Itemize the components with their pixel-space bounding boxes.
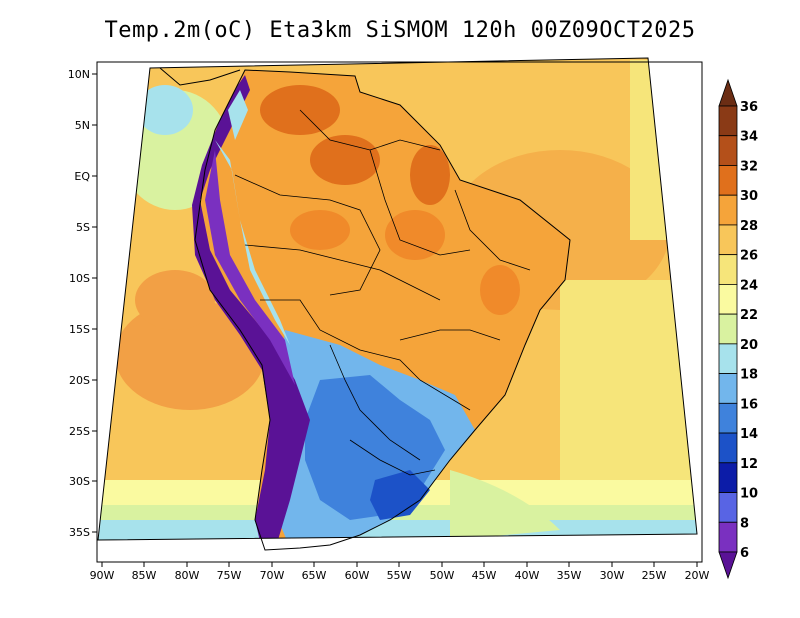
lon-label: 70W: [260, 569, 285, 582]
map-frame: [97, 57, 698, 541]
lon-label: 30W: [600, 569, 625, 582]
colorbar-label: 22: [740, 308, 758, 323]
colorbar-swatch: [718, 224, 738, 256]
lat-label: 15S: [69, 323, 90, 336]
colorbar-bottom-arrow: [718, 551, 738, 580]
colorbar-top-arrow: [718, 78, 738, 107]
colorbar-label: 16: [740, 397, 758, 412]
lat-label: 25S: [69, 425, 90, 438]
lon-label: 60W: [345, 569, 370, 582]
colorbar-swatch: [718, 254, 738, 285]
colorbar-label: 10: [740, 487, 758, 502]
colorbar-label: 12: [740, 457, 758, 472]
lon-label: 80W: [175, 569, 200, 582]
colorbar-label: 36: [740, 100, 758, 115]
colorbar-swatch: [718, 402, 738, 434]
colorbar-label: 34: [740, 130, 758, 145]
colorbar-swatch: [718, 313, 738, 345]
colorbar-label: 30: [740, 189, 758, 204]
colorbar-swatch: [718, 283, 738, 315]
lon-label: 25W: [642, 569, 667, 582]
lon-label: 85W: [132, 569, 157, 582]
colorbar-swatch: [718, 521, 738, 553]
colorbar: 36 34 32 30 28 26 24 22 20 18 16 14 12 10 8 6: [718, 78, 758, 580]
lat-label: 5S: [76, 221, 90, 234]
colorbar-swatch: [718, 492, 738, 523]
lon-label: 90W: [90, 569, 115, 582]
latitude-axis: 10N 5N EQ 5S 10S 15S 20S 25S 30S 35S: [68, 68, 97, 539]
colorbar-label: 14: [740, 427, 758, 442]
lon-label: 20W: [685, 569, 710, 582]
colorbar-label: 6: [740, 546, 749, 561]
country-borders: [234, 109, 531, 476]
colorbar-swatch: [718, 373, 738, 404]
lat-label: 20S: [69, 374, 90, 387]
lon-label: 35W: [557, 569, 582, 582]
lat-label: 30S: [69, 475, 90, 488]
lon-label: 45W: [472, 569, 497, 582]
lat-label: 10N: [68, 68, 90, 81]
colorbar-label: 28: [740, 219, 758, 234]
longitude-axis: 90W 85W 80W 75W 70W 65W 60W 55W 50W 45W …: [90, 562, 710, 582]
map-title: Temp.2m(oC) Eta3km SiSMOM 120h 00Z09OCT2…: [104, 18, 696, 43]
lat-label: 35S: [69, 526, 90, 539]
colorbar-swatch: [718, 194, 738, 226]
colorbar-swatch: [718, 432, 738, 464]
colorbar-swatch: [718, 165, 738, 196]
coastlines: [159, 67, 571, 551]
colorbar-label: 8: [740, 516, 749, 531]
colorbar-label: 32: [740, 159, 758, 174]
colorbar-label: 20: [740, 338, 758, 353]
colorbar-label: 24: [740, 278, 758, 293]
lon-label: 75W: [217, 569, 242, 582]
colorbar-swatch: [718, 105, 738, 137]
lon-label: 65W: [302, 569, 327, 582]
colorbar-swatch: [718, 343, 738, 375]
lat-label: 5N: [75, 119, 90, 132]
lon-label: 50W: [430, 569, 455, 582]
colorbar-swatch: [718, 135, 738, 166]
lon-label: 55W: [387, 569, 412, 582]
colorbar-label: 26: [740, 249, 758, 264]
colorbar-swatch: [718, 462, 738, 493]
lat-label: 10S: [69, 272, 90, 285]
temperature-field: [98, 58, 697, 540]
colorbar-label: 18: [740, 368, 758, 383]
lon-label: 40W: [515, 569, 540, 582]
lat-label: EQ: [74, 170, 90, 183]
